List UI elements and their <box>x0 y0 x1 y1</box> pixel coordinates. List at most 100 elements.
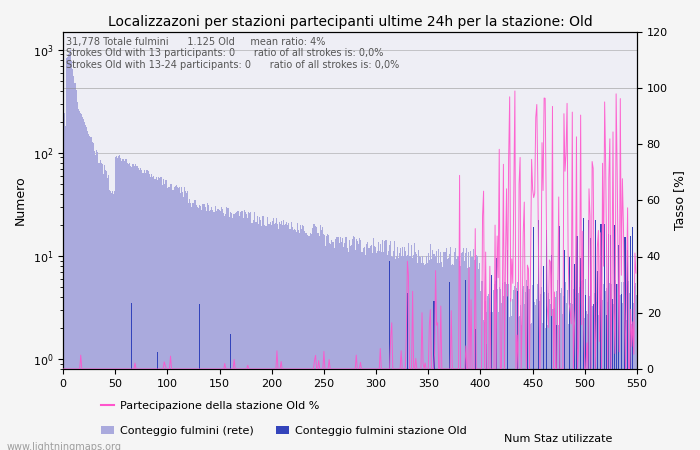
Bar <box>570 303 571 450</box>
Bar <box>244 212 246 450</box>
Bar <box>401 256 402 450</box>
Bar <box>335 239 337 450</box>
Bar <box>467 268 468 450</box>
Bar <box>398 258 399 450</box>
Bar <box>352 239 353 450</box>
Bar <box>373 238 374 450</box>
Bar <box>343 248 344 450</box>
Bar <box>507 250 508 450</box>
Bar <box>465 280 466 450</box>
Bar <box>116 156 118 450</box>
Bar <box>248 213 250 450</box>
Bar <box>471 257 472 450</box>
Bar <box>607 302 608 450</box>
Bar <box>187 191 188 450</box>
Bar <box>329 243 330 450</box>
Bar <box>367 242 368 450</box>
Bar <box>468 252 469 450</box>
Bar <box>509 317 510 450</box>
Bar <box>137 166 138 450</box>
Bar <box>490 312 491 450</box>
Bar <box>322 227 323 450</box>
Bar <box>591 306 592 450</box>
Bar <box>564 250 565 450</box>
Bar <box>442 267 443 450</box>
Bar <box>298 230 299 450</box>
Bar <box>414 252 416 450</box>
Bar <box>635 283 636 450</box>
Bar <box>614 298 615 450</box>
Bar <box>495 281 496 450</box>
Bar <box>612 299 613 450</box>
Bar <box>88 134 89 450</box>
Bar <box>301 229 302 450</box>
Bar <box>608 234 609 450</box>
Bar <box>328 235 329 450</box>
Bar <box>616 294 617 450</box>
Bar <box>594 293 595 450</box>
Bar <box>267 224 269 450</box>
Bar <box>107 178 108 450</box>
Bar <box>399 253 400 450</box>
Partecipazione della stazione Old % <box>279 366 288 372</box>
Bar <box>230 212 231 450</box>
Y-axis label: Tasso [%]: Tasso [%] <box>673 170 687 230</box>
Bar <box>144 170 146 450</box>
Bar <box>337 237 339 450</box>
Bar <box>118 156 120 450</box>
Bar <box>273 218 274 450</box>
Title: Localizzazoni per stazioni partecipanti ultime 24h per la stazione: Old: Localizzazoni per stazioni partecipanti … <box>108 15 592 29</box>
Bar <box>111 193 112 450</box>
Bar <box>488 294 489 450</box>
Bar <box>392 257 393 450</box>
Bar <box>429 260 430 450</box>
Bar <box>433 301 435 450</box>
Bar <box>139 170 140 450</box>
Bar <box>162 185 163 450</box>
Bar <box>177 187 178 450</box>
Bar <box>396 256 397 450</box>
Bar <box>122 159 123 450</box>
Bar <box>526 280 527 450</box>
Bar <box>482 320 484 450</box>
Bar <box>380 244 382 450</box>
Bar <box>595 220 596 450</box>
Text: 31,778 Totale fulmini      1.125 Old     mean ratio: 4%
Strokes Old with 13 part: 31,778 Totale fulmini 1.125 Old mean rat… <box>66 36 399 70</box>
Bar <box>314 226 316 450</box>
Bar <box>325 246 326 450</box>
Bar <box>339 243 340 450</box>
Bar <box>564 297 565 450</box>
Bar <box>342 238 343 450</box>
Bar <box>178 188 180 450</box>
Bar <box>603 224 605 450</box>
Bar <box>510 298 511 450</box>
Bar <box>349 239 350 450</box>
Bar <box>237 211 238 450</box>
Bar <box>199 206 201 450</box>
Bar <box>233 215 235 450</box>
Bar <box>307 234 308 450</box>
Bar <box>156 177 157 450</box>
Bar <box>246 218 248 450</box>
Bar <box>186 193 187 450</box>
Bar <box>606 288 607 450</box>
Bar <box>172 190 173 450</box>
Bar <box>605 291 606 450</box>
Bar <box>300 225 301 450</box>
Bar <box>201 210 202 450</box>
Bar <box>356 239 357 450</box>
Bar <box>389 261 390 450</box>
Bar <box>229 217 230 450</box>
Bar <box>618 245 620 450</box>
Bar <box>180 193 181 450</box>
Bar <box>87 130 88 450</box>
Bar <box>83 118 84 450</box>
Bar <box>99 161 101 450</box>
Bar <box>164 184 165 450</box>
Bar <box>70 50 71 450</box>
Bar <box>254 212 255 450</box>
Bar <box>331 240 332 450</box>
Bar <box>258 224 259 450</box>
Bar <box>632 227 633 450</box>
Bar <box>91 137 92 450</box>
